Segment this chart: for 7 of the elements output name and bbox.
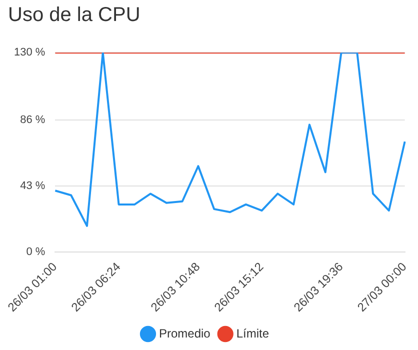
legend-label: Promedio (158, 326, 211, 340)
legend-label: Límite (236, 326, 270, 340)
y-tick-label: 130 % (14, 46, 46, 59)
chart-title: Uso de la CPU (8, 4, 140, 27)
y-tick-label: 86 % (20, 114, 46, 126)
y-tick-label: 0 % (26, 246, 46, 258)
y-tick-label: 43 % (20, 180, 46, 192)
